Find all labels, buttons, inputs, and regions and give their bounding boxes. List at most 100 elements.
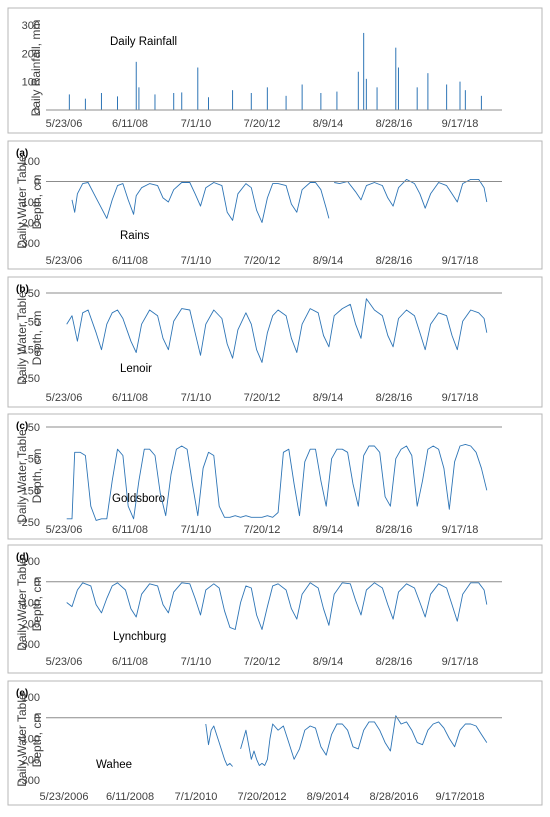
x-tick-label: 8/9/14: [313, 118, 344, 130]
panel-frame: [7, 276, 543, 408]
panel-frame: [7, 413, 543, 540]
y-tick-label: 100: [22, 156, 40, 168]
x-tick-label: 5/23/2006: [40, 791, 89, 803]
site-label: Lynchburg: [113, 631, 166, 643]
x-tick-label: 7/20/12: [244, 524, 281, 536]
water-table-line: [66, 298, 488, 363]
y-tick-label: 0: [34, 713, 40, 725]
y-axis-label-line: Daily Water Table: [15, 429, 29, 523]
data-marks: [66, 298, 488, 363]
y-tick-label: 50: [28, 288, 40, 300]
panel-frame: [7, 7, 543, 134]
x-tick-label: 8/9/14: [313, 656, 344, 668]
x-tick-label: 5/23/06: [46, 392, 83, 404]
y-tick-label: -300: [18, 238, 40, 250]
y-tick-labels: 50 -50 -150 -250: [18, 422, 40, 529]
x-tick-label: 7/1/10: [181, 524, 212, 536]
y-tick-label: -200: [18, 754, 40, 766]
water-table-line: [205, 723, 233, 767]
y-tick-label: -200: [18, 218, 40, 230]
y-axis-label-line: Depth, cm: [30, 713, 44, 768]
x-tick-label: 6/11/08: [112, 524, 148, 536]
site-label: Wahee: [96, 759, 132, 771]
y-axis-label-line: Depth, cm: [30, 577, 44, 632]
x-tick-label: 9/17/2018: [436, 791, 485, 803]
data-marks: [71, 178, 488, 223]
x-tick-label: 6/11/08: [112, 392, 148, 404]
y-tick-label: 50: [28, 422, 40, 434]
y-tick-label: -300: [18, 775, 40, 787]
x-tick-labels: 5/23/06 6/11/08 7/1/10 7/20/12 8/9/14 8/28/16…: [46, 524, 479, 536]
y-axis-label-line: Depth, cm: [30, 449, 44, 504]
x-tick-label: 5/23/06: [46, 118, 83, 130]
x-tick-label: 7/1/10: [181, 656, 212, 668]
y-tick-label: -50: [24, 316, 40, 328]
y-tick-label: -100: [18, 197, 40, 209]
y-tick-labels: 50 -50 -150 -250: [18, 288, 40, 385]
lenoir-panel: (b) Daily Water Table Depth, cm Lenoir 5…: [7, 276, 543, 408]
x-tick-label: 7/1/10: [181, 255, 212, 267]
y-axis-label-line: Daily Water Table: [15, 557, 29, 651]
x-tick-label: 9/17/18: [442, 656, 479, 668]
water-table-line: [66, 443, 488, 521]
x-tick-label: 8/28/16: [376, 118, 413, 130]
x-tick-label: 7/1/10: [181, 392, 212, 404]
y-tick-labels: 0 100 200 300: [22, 20, 40, 117]
x-tick-labels: 5/23/06 6/11/08 7/1/10 7/20/12 8/9/14 8/28/16…: [46, 255, 479, 267]
y-tick-label: -250: [18, 517, 40, 529]
panel-frame: [7, 680, 543, 806]
rains-panel: (a) Daily Water Table Depth, cm Rains 10…: [7, 140, 543, 270]
y-axis-label-line: Depth, cm: [30, 311, 44, 366]
y-tick-label: -100: [18, 598, 40, 610]
y-tick-label: 100: [22, 77, 40, 89]
x-tick-label: 5/23/06: [46, 656, 83, 668]
x-tick-labels: 5/23/06 6/11/08 7/1/10 7/20/12 8/9/14 8/28/16…: [46, 656, 479, 668]
water-table-line: [334, 178, 488, 209]
y-tick-label: 0: [34, 105, 40, 117]
rainfall-panel: Daily Rainfall, mm Daily Rainfall 0 100 20…: [7, 7, 543, 134]
x-tick-label: 6/11/08: [112, 118, 148, 130]
x-tick-label: 6/11/2008: [106, 791, 154, 803]
x-tick-label: 8/28/16: [376, 255, 413, 267]
x-tick-label: 5/23/06: [46, 255, 83, 267]
x-tick-label: 9/17/18: [442, 392, 479, 404]
panel-letter: (e): [16, 688, 28, 699]
x-tick-label: 7/20/2012: [238, 791, 287, 803]
x-tick-label: 8/28/16: [376, 524, 413, 536]
water-table-line: [240, 715, 488, 766]
x-tick-labels: 5/23/06 6/11/08 7/1/10 7/20/12 8/9/14 8/28/16…: [46, 118, 479, 130]
y-tick-label: -150: [18, 345, 40, 357]
y-axis-label-line: Daily Rainfall, mm: [29, 20, 43, 117]
panel-letter: (c): [16, 421, 28, 432]
y-axis-label-line: Daily Water Table: [15, 291, 29, 385]
y-tick-labels: 100 0 -100 -200 -300: [18, 692, 40, 787]
y-tick-label: 300: [22, 20, 40, 32]
y-tick-label: -100: [18, 734, 40, 746]
x-tick-label: 7/1/2010: [175, 791, 218, 803]
data-marks: [66, 443, 488, 521]
y-axis-label-line: Depth, cm: [30, 175, 44, 230]
x-tick-label: 7/20/12: [244, 392, 281, 404]
water-table-line: [66, 582, 488, 630]
x-tick-labels: 5/23/06 6/11/08 7/1/10 7/20/12 8/9/14 8/28/16…: [46, 392, 479, 404]
data-marks: [205, 715, 488, 767]
goldsboro-panel: (c) Daily Water Table Depth, cm Goldsbor…: [7, 413, 543, 540]
y-tick-label: -150: [18, 485, 40, 497]
x-tick-label: 8/9/14: [313, 255, 344, 267]
x-tick-label: 7/1/10: [181, 118, 212, 130]
x-tick-label: 6/11/08: [112, 255, 148, 267]
water-table-line: [71, 182, 330, 223]
x-tick-labels: 5/23/2006 6/11/2008 7/1/2010 7/20/2012 8/9/2…: [40, 791, 485, 803]
site-label: Rains: [120, 230, 150, 242]
x-tick-label: 8/9/14: [313, 524, 344, 536]
x-tick-label: 7/20/12: [244, 118, 281, 130]
x-tick-label: 9/17/18: [442, 524, 479, 536]
site-label: Lenoir: [120, 363, 152, 375]
y-tick-labels: 100 0 -100 -200 -300: [18, 556, 40, 651]
panel-letter: (b): [16, 284, 29, 295]
x-tick-label: 6/11/08: [112, 656, 148, 668]
x-tick-label: 8/9/2014: [307, 791, 350, 803]
site-label: Goldsboro: [112, 493, 165, 505]
x-tick-label: 8/28/2016: [370, 791, 419, 803]
